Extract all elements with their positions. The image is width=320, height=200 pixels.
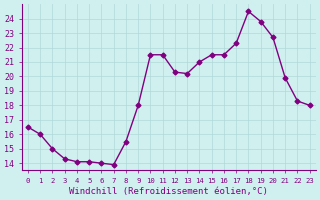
X-axis label: Windchill (Refroidissement éolien,°C): Windchill (Refroidissement éolien,°C) — [69, 187, 268, 196]
